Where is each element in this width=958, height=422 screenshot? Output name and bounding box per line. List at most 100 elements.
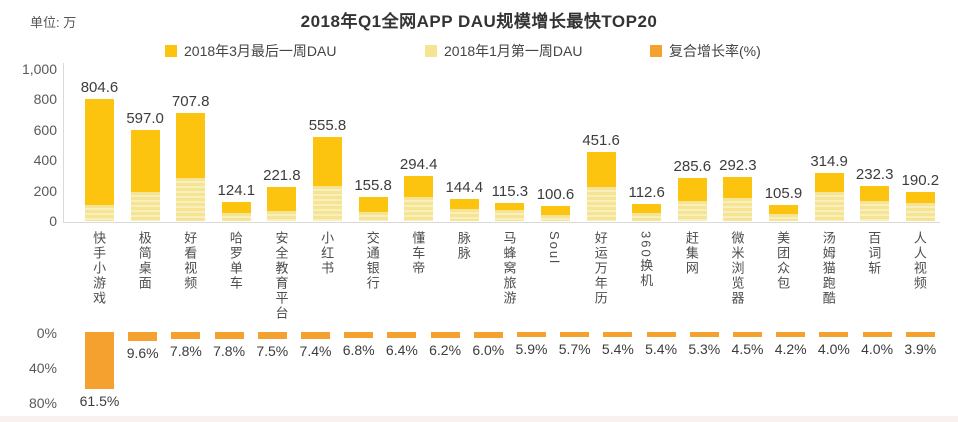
dau-value-label: 144.4 [445, 179, 484, 197]
dau-bar-january-segment [404, 196, 434, 221]
growth-bar [905, 332, 935, 337]
dau-bar-january-segment [723, 198, 753, 221]
category-label: 快手小游戏 [91, 231, 107, 306]
legend-item-march-dau: 2018年3月最后一周DAU [165, 41, 337, 61]
dau-bar [130, 130, 160, 221]
dau-bar [495, 203, 525, 221]
category-label: 极简桌面 [136, 231, 152, 291]
dau-bar-march-segment [541, 205, 570, 215]
dau-value-label: 112.6 [628, 183, 665, 201]
dau-bar [769, 204, 798, 221]
dau-value-label: 105.9 [764, 184, 803, 202]
growth-value-label: 5.9% [515, 341, 548, 358]
dau-bar-march-segment [632, 203, 662, 214]
dau-bar-january-segment [541, 214, 570, 221]
dau-bar-january-segment [267, 210, 297, 221]
dau-bar-january-segment [677, 201, 707, 221]
dau-bar-march-segment [130, 130, 160, 193]
growth-bar [257, 332, 287, 339]
dau-bar-january-segment [632, 213, 662, 221]
dau-value-label: 190.2 [901, 172, 940, 190]
category-label: 美团众包 [775, 231, 791, 291]
dau-bar-march-segment [449, 199, 479, 209]
dau-value-label: 100.6 [536, 185, 575, 203]
dau-bar-january-segment [905, 202, 935, 221]
dau-bar [723, 176, 753, 221]
category-label: 赶集网 [683, 231, 699, 276]
growth-value-label: 7.8% [169, 343, 202, 360]
dau-bar [541, 205, 570, 221]
dau-bar-march-segment [404, 176, 434, 197]
dau-value-label: 314.9 [810, 153, 848, 171]
dau-bar-january-segment [85, 205, 114, 221]
category-label: 脉脉 [455, 231, 471, 261]
growth-bar [560, 332, 590, 338]
y-axis-tick-label: 400 [33, 152, 57, 169]
growth-bar [733, 332, 762, 337]
dau-bar-march-segment [267, 187, 297, 211]
growth-bar [517, 332, 546, 338]
category-label: 百词斩 [866, 231, 882, 276]
growth-bar [387, 332, 417, 338]
dau-value-label: 707.8 [171, 93, 210, 111]
y-axis-line [63, 63, 64, 222]
dau-bar [632, 203, 662, 221]
dau-value-label: 804.6 [80, 78, 119, 96]
category-label: 交通银行 [364, 231, 380, 291]
dau-bar [404, 176, 434, 221]
dau-value-label: 292.3 [719, 156, 757, 174]
dau-value-label: 124.1 [217, 182, 256, 200]
growth-bar [689, 332, 719, 337]
y-axis-tick-label: 1,000 [21, 61, 57, 77]
category-label: 安全教育平台 [273, 231, 289, 321]
dau-bar-march-segment [85, 98, 114, 206]
category-label: Soul [547, 231, 563, 266]
growth-bar [128, 332, 158, 341]
growth-value-label: 7.8% [213, 343, 246, 360]
dau-bar-march-segment [495, 203, 525, 211]
category-label: 微米浏览器 [729, 231, 745, 306]
category-label: 好运万年历 [592, 231, 608, 306]
dau-bar-march-segment [313, 136, 342, 187]
y-axis-tick-label: 800 [33, 91, 57, 108]
dau-value-label: 232.3 [855, 165, 894, 183]
legend-swatch-march-icon [165, 45, 177, 57]
y-axis-tick-label: 600 [33, 121, 57, 138]
dau-bar-march-segment [358, 197, 388, 212]
category-label: 懂车帝 [410, 231, 426, 276]
category-label: 汤姆猫跑酷 [820, 231, 836, 306]
dau-bar-march-segment [860, 185, 890, 202]
growth-bar [430, 332, 460, 338]
dau-bar-january-segment [130, 192, 160, 221]
category-label: 马蜂窝旅游 [501, 231, 517, 306]
legend-label-march: 2018年3月最后一周DAU [184, 43, 337, 59]
growth-bar [646, 332, 676, 337]
dau-bar [905, 192, 935, 221]
dau-value-label: 451.6 [582, 132, 620, 150]
dau-bar [267, 187, 297, 221]
growth-value-label: 6.4% [385, 341, 418, 358]
dau-bar-january-segment [814, 192, 844, 221]
dau-bar [358, 197, 388, 221]
growth-bar [862, 332, 892, 337]
dau-bar-march-segment [814, 173, 844, 193]
dau-bar-january-segment [495, 210, 525, 221]
dau-bar-january-segment [449, 208, 479, 221]
dau-bar [586, 152, 616, 221]
dau-bar-march-segment [723, 176, 753, 199]
growth-value-label: 5.7% [558, 341, 591, 358]
growth-value-label: 61.5% [79, 392, 120, 409]
growth-bar [171, 332, 201, 340]
legend-item-growth-rate: 复合增长率(%) [650, 41, 761, 61]
y-axis-tick-label: 0 [49, 213, 57, 229]
dau-bar-march-segment [176, 113, 206, 179]
growth-value-label: 4.0% [817, 341, 850, 357]
cutoff-content-strip [0, 416, 958, 422]
growth-axis-tick-label: 80% [28, 395, 57, 411]
growth-bar [85, 332, 114, 389]
growth-bar [776, 332, 806, 337]
x-axis-line [63, 222, 940, 223]
dau-bar-march-segment [677, 177, 707, 202]
category-label: 好看视频 [182, 231, 198, 291]
